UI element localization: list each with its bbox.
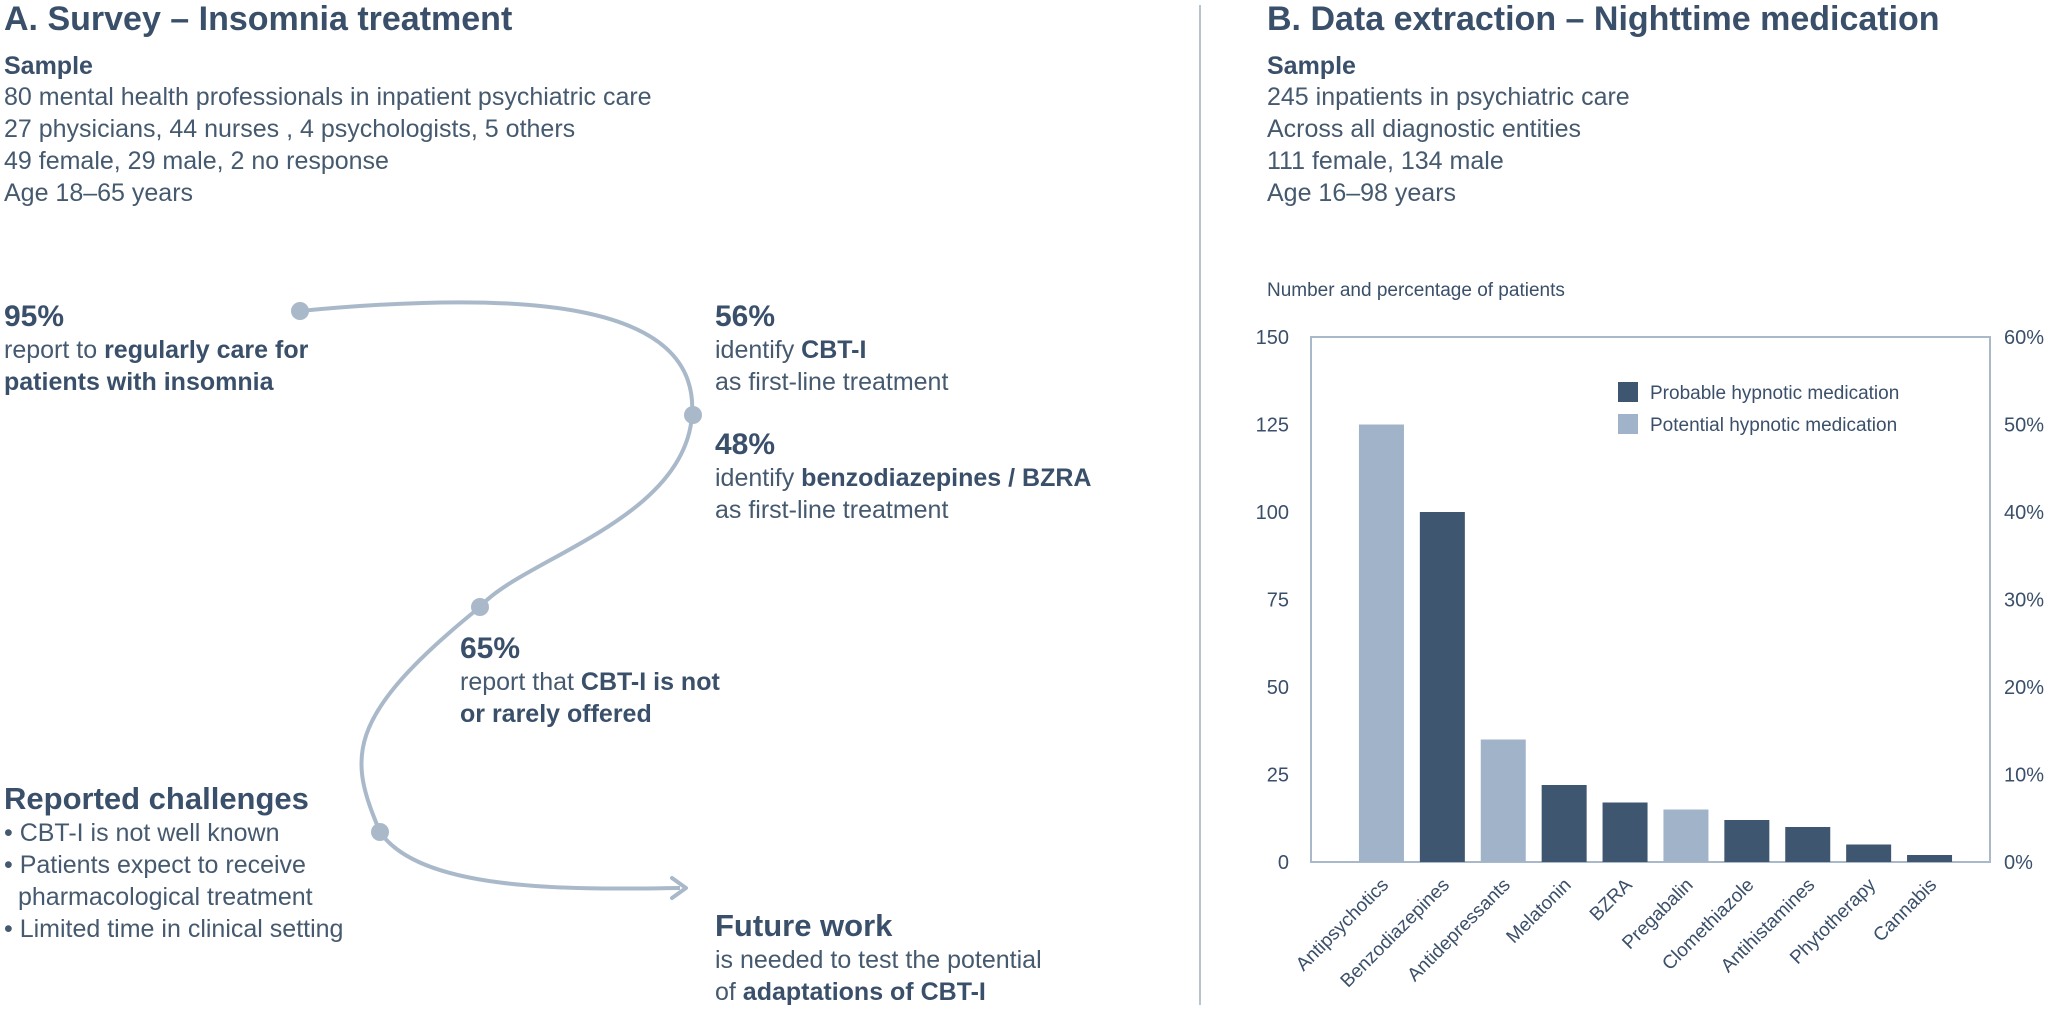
panel-b-title: B. Data extraction – Nighttime medicatio… [1267, 0, 1940, 38]
legend-label: Probable hypnotic medication [1650, 383, 1899, 404]
finding-bold: or rarely offered [460, 700, 652, 728]
legend-label: Potential hypnotic medication [1650, 415, 1897, 436]
y2-tick-label: 20% [2004, 677, 2044, 699]
y-tick-label: 0 [1278, 852, 1289, 874]
plot-frame [1310, 336, 1991, 863]
finding-percent: 65% [460, 632, 521, 665]
y2-tick-label: 30% [2004, 590, 2044, 612]
legend-swatch [1618, 414, 1638, 434]
challenge-item: • Patients expect to receive [4, 851, 306, 879]
legend-swatch [1618, 382, 1638, 402]
finding-percent: 95% [4, 300, 65, 333]
challenge-item: pharmacological treatment [18, 883, 313, 911]
sample-line: 111 female, 134 male [1267, 147, 1504, 175]
sample-heading: Sample [4, 52, 93, 80]
bar [1846, 844, 1892, 862]
flow-curve-path [299, 300, 695, 891]
y-tick-label: 100 [1256, 502, 1289, 524]
sample-line: Age 16–98 years [1267, 179, 1457, 207]
bar [1907, 855, 1953, 862]
finding-text: as first-line treatment [715, 496, 949, 524]
y2-tick-label: 40% [2004, 502, 2044, 524]
challenges-title: Reported challenges [4, 781, 309, 816]
finding-bold: benzodiazepines / BZRA [801, 464, 1092, 492]
x-tick-label: Antidepressants [1404, 875, 1515, 986]
bar [1419, 512, 1465, 862]
bar [1358, 424, 1404, 862]
panel-divider [1199, 5, 1201, 1005]
challenge-item: • Limited time in clinical setting [4, 915, 344, 943]
arrow-head [670, 876, 688, 900]
sample-line: 27 physicians, 44 nurses , 4 psychologis… [4, 115, 576, 143]
bar-chart: 0 25 50 75 100 125 150 0% 10% 20% 30% 40% 50% 60% Anti… [1256, 327, 2045, 992]
finding-percent: 48% [715, 428, 776, 461]
bar [1663, 809, 1709, 862]
finding-48: 48% identify benzodiazepines / BZRA as f… [715, 428, 1091, 526]
flow-curve [291, 300, 702, 900]
finding-bold: regularly care for [104, 336, 309, 364]
bar [1602, 802, 1648, 862]
sample-line: 49 female, 29 male, 2 no response [4, 147, 389, 175]
finding-56: 56% identify CBT-I as first-line treatme… [715, 300, 948, 398]
x-tick-label: BZRA [1586, 874, 1637, 925]
bar [1724, 820, 1770, 862]
curve-dot [291, 302, 309, 320]
x-tick-label: Melatonin [1503, 875, 1576, 948]
y2-tick-label: 60% [2004, 327, 2044, 349]
panel-a-title: A. Survey – Insomnia treatment [4, 0, 513, 38]
x-tick-label: Cannabis [1869, 875, 1941, 947]
future-bold: adaptations of CBT-I [742, 978, 986, 1006]
finding-text: identify [715, 336, 802, 364]
reported-challenges: Reported challenges • CBT-I is not well … [4, 781, 343, 945]
finding-bold: CBT-I is not [580, 668, 720, 696]
curve-dot [371, 823, 389, 841]
future-work: Future work is needed to test the potent… [715, 908, 1042, 1008]
curve-dot [684, 406, 702, 424]
y-tick-label: 125 [1256, 415, 1289, 437]
x-tick-label: Benzodiazepines [1337, 875, 1454, 992]
y2-tick-label: 50% [2004, 415, 2044, 437]
panel-a-sample: Sample 80 mental health professionals in… [4, 52, 652, 209]
sample-line: Age 18–65 years [4, 179, 194, 207]
finding-95: 95% report to regularly care for patient… [4, 300, 308, 398]
finding-percent: 56% [715, 300, 776, 333]
future-text: is needed to test the potential [715, 946, 1042, 974]
sample-heading: Sample [1267, 52, 1356, 80]
finding-text: report to [4, 336, 105, 364]
chart-title: Number and percentage of patients [1267, 280, 1565, 301]
y-tick-label: 75 [1267, 590, 1289, 612]
bar [1480, 739, 1526, 862]
finding-65: 65% report that CBT-I is not or rarely o… [460, 632, 720, 730]
panel-b-sample: Sample 245 inpatients in psychiatric car… [1267, 52, 1630, 209]
finding-bold: patients with insomnia [4, 368, 274, 396]
y-tick-label: 150 [1256, 327, 1289, 349]
sample-line: 245 inpatients in psychiatric care [1267, 83, 1630, 111]
finding-text: as first-line treatment [715, 368, 949, 396]
y-tick-label: 50 [1267, 677, 1289, 699]
future-title: Future work [715, 908, 893, 943]
finding-text: report that [460, 668, 581, 696]
y-tick-label: 25 [1267, 765, 1289, 787]
sample-line: 80 mental health professionals in inpati… [4, 83, 652, 111]
finding-bold: CBT-I [801, 336, 867, 364]
bar [1541, 785, 1587, 862]
finding-text: identify [715, 464, 802, 492]
future-text: of [715, 978, 743, 1006]
curve-dot [471, 598, 489, 616]
bar [1785, 827, 1831, 862]
y2-tick-label: 0% [2004, 852, 2033, 874]
sample-line: Across all diagnostic entities [1267, 115, 1582, 143]
y2-tick-label: 10% [2004, 765, 2044, 787]
challenge-item: • CBT-I is not well known [4, 819, 280, 847]
